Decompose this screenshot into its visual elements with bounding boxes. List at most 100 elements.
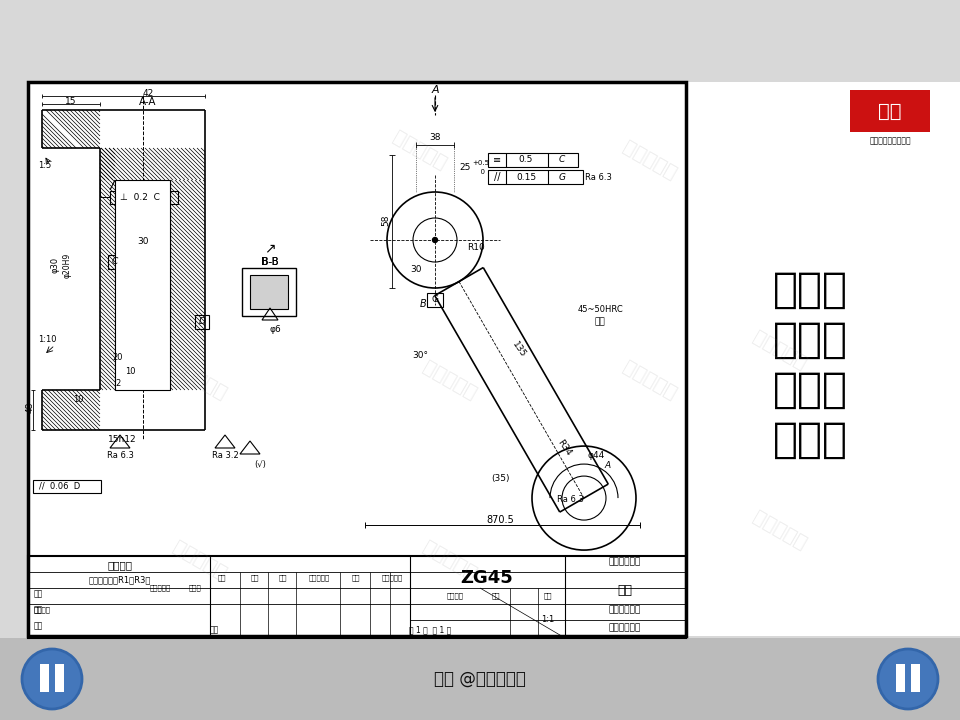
Text: 一位工程师: 一位工程师	[170, 357, 230, 403]
Text: 15h12: 15h12	[108, 436, 136, 444]
Text: 标记: 标记	[218, 575, 227, 581]
Text: Ra 6.3: Ra 6.3	[557, 495, 584, 505]
Text: D: D	[199, 318, 205, 326]
Text: A: A	[431, 85, 439, 95]
Bar	[115, 180, 170, 390]
Text: 工艺: 工艺	[34, 621, 43, 631]
Text: 30: 30	[137, 238, 149, 246]
Text: 更改文件号: 更改文件号	[308, 575, 329, 581]
Bar	[195, 315, 209, 329]
Bar	[55, 664, 64, 692]
Text: ↗: ↗	[264, 241, 276, 255]
Text: （签名）: （签名）	[34, 607, 51, 613]
Text: φ30: φ30	[51, 257, 60, 273]
Text: +0.5: +0.5	[472, 160, 490, 166]
Text: 审核: 审核	[34, 606, 43, 614]
Text: 1:1: 1:1	[541, 616, 555, 624]
Text: （图样代号）: （图样代号）	[609, 606, 641, 614]
Text: 45~50HRC: 45~50HRC	[577, 305, 623, 315]
Text: 30°: 30°	[412, 351, 428, 359]
Text: 一位工程师: 一位工程师	[420, 537, 480, 583]
Text: 技术要求: 技术要求	[108, 560, 132, 570]
Text: B-B: B-B	[261, 257, 278, 267]
Text: 25: 25	[459, 163, 470, 173]
Text: ⊥  0.2  C: ⊥ 0.2 C	[120, 194, 160, 202]
Text: 0: 0	[476, 169, 486, 175]
Text: 15: 15	[65, 96, 77, 106]
Text: 共 1 张  第 1 张: 共 1 张 第 1 张	[409, 626, 451, 634]
Text: 一位工程师: 一位工程师	[390, 127, 450, 173]
Bar	[0, 638, 960, 720]
Bar	[488, 153, 578, 167]
Text: φ6: φ6	[269, 325, 281, 335]
Bar	[850, 90, 930, 132]
Text: 20: 20	[112, 354, 123, 362]
Text: 阶段标记: 阶段标记	[446, 593, 464, 599]
Text: B: B	[420, 299, 426, 309]
Circle shape	[878, 649, 938, 709]
Text: 一位工程师: 一位工程师	[750, 507, 810, 553]
Bar	[115, 180, 170, 390]
Text: 一位: 一位	[878, 102, 901, 120]
Text: 10: 10	[73, 395, 84, 405]
Text: 处数: 处数	[251, 575, 259, 581]
Text: Ra 3.2: Ra 3.2	[211, 451, 238, 461]
Text: 线：限: 线：限	[773, 319, 848, 361]
Text: 泵盖: 泵盖	[617, 583, 633, 596]
Text: φ20H9: φ20H9	[62, 253, 71, 278]
Bar	[33, 480, 101, 493]
Text: (35): (35)	[491, 474, 509, 482]
Bar	[108, 255, 122, 269]
Text: (√): (√)	[254, 459, 266, 469]
Text: Ra 6.3: Ra 6.3	[107, 451, 133, 461]
Bar	[28, 556, 686, 638]
Text: 一位工程师: 一位工程师	[170, 537, 230, 583]
Text: 设计: 设计	[34, 590, 43, 598]
Text: 0.15: 0.15	[516, 173, 536, 181]
Text: //  0.06  D: // 0.06 D	[39, 482, 81, 490]
Text: ZG45: ZG45	[461, 569, 514, 587]
Text: 10: 10	[125, 367, 135, 377]
Text: 1:10: 1:10	[38, 336, 57, 344]
Text: φ44: φ44	[588, 451, 605, 459]
Text: 粗点画: 粗点画	[773, 269, 848, 311]
Bar	[911, 664, 920, 692]
Text: 870.5: 870.5	[486, 515, 514, 525]
Bar	[427, 293, 443, 307]
Bar	[242, 268, 296, 316]
Text: 一位工程师: 一位工程师	[620, 357, 681, 403]
Text: 分区: 分区	[278, 575, 287, 581]
Text: 比例: 比例	[543, 593, 552, 599]
Circle shape	[22, 649, 82, 709]
Text: 定范围: 定范围	[773, 369, 848, 411]
Text: R10: R10	[468, 243, 485, 253]
Text: 42: 42	[142, 89, 154, 97]
Bar	[488, 170, 583, 184]
Text: 135: 135	[511, 341, 528, 360]
Text: B-B: B-B	[262, 257, 278, 267]
Text: 投批: 投批	[210, 626, 219, 634]
Text: 年、月、日: 年、月、日	[381, 575, 402, 581]
Text: （投影符号）: （投影符号）	[609, 624, 641, 632]
Bar	[28, 82, 686, 636]
Circle shape	[433, 238, 438, 243]
Text: //: //	[493, 172, 500, 182]
Text: 重量: 重量	[492, 593, 500, 599]
Text: 2: 2	[115, 379, 121, 389]
Text: R34: R34	[555, 438, 573, 458]
Text: 30: 30	[410, 266, 421, 274]
Text: 38: 38	[429, 133, 441, 143]
Text: 一位工程师: 一位工程师	[140, 147, 201, 193]
Text: 48: 48	[26, 401, 35, 413]
Text: C: C	[112, 258, 118, 266]
Text: Ra 6.3: Ra 6.3	[585, 173, 612, 181]
Text: 未注铸造圆角R1～R3。: 未注铸造圆角R1～R3。	[89, 575, 151, 585]
Bar	[40, 664, 49, 692]
Text: （单位名称）: （单位名称）	[609, 557, 641, 567]
Text: 一位工程师: 一位工程师	[620, 137, 681, 183]
Text: （年月日）: （年月日）	[150, 585, 171, 591]
Text: 58: 58	[381, 215, 391, 226]
Text: 表示线: 表示线	[773, 419, 848, 461]
Bar	[110, 191, 178, 204]
Bar	[28, 82, 686, 636]
